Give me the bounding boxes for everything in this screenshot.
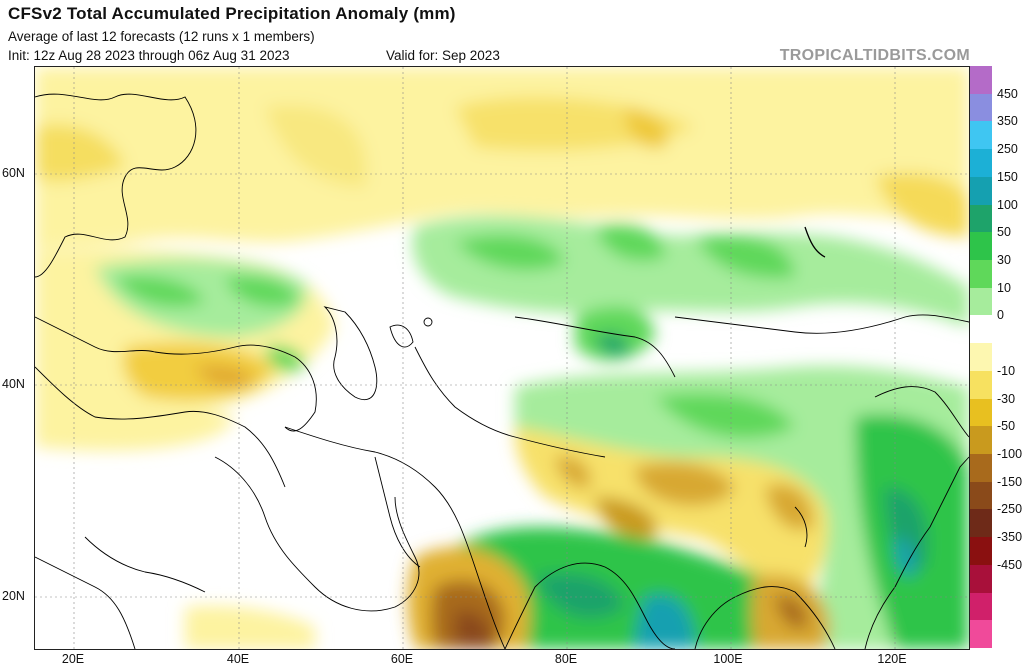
colorbar-label: 150 (997, 169, 1018, 184)
colorbar-label: 0 (997, 308, 1004, 323)
lat-label-60n: 60N (2, 166, 25, 180)
colorbar-label: -30 (997, 391, 1016, 406)
lon-label-20e: 20E (61, 652, 85, 666)
colorbar-segment (970, 66, 992, 95)
colorbar-segment (970, 93, 992, 122)
colorbar-label: -250 (997, 502, 1023, 517)
precipitation-map (34, 66, 970, 650)
colorbar-label: -150 (997, 474, 1023, 489)
init-time: Init: 12z Aug 28 2023 through 06z Aug 31… (8, 48, 290, 63)
lon-label-120e: 120E (877, 652, 907, 666)
colorbar-segment (970, 343, 992, 372)
colorbar-segment (970, 232, 992, 261)
lat-label-40n: 40N (2, 377, 25, 391)
colorbar-label: 10 (997, 280, 1011, 295)
colorbar-label: 450 (997, 86, 1018, 101)
colorbar-segment (970, 315, 992, 344)
colorbar-segment (970, 176, 992, 206)
colorbar-segment (970, 509, 992, 538)
colorbar (970, 66, 992, 649)
colorbar-label: 50 (997, 225, 1011, 240)
lon-label-80e: 80E (554, 652, 578, 666)
map-subtitle: Average of last 12 forecasts (12 runs x … (8, 29, 315, 44)
colorbar-segment (970, 204, 992, 233)
colorbar-label: 100 (997, 197, 1018, 212)
anomaly-fill (35, 67, 969, 649)
colorbar-label: -10 (997, 363, 1016, 378)
lon-label-60e: 60E (390, 652, 414, 666)
colorbar-label: -350 (997, 530, 1023, 545)
colorbar-label: -100 (997, 447, 1023, 461)
coastlines (35, 93, 969, 649)
colorbar-segment (970, 426, 992, 455)
lon-label-40e: 40E (226, 652, 250, 666)
valid-time: Valid for: Sep 2023 (386, 48, 500, 63)
colorbar-segment (970, 370, 992, 400)
brand-watermark: TROPICALTIDBITS.COM (779, 47, 970, 64)
colorbar-segment (970, 481, 992, 510)
colorbar-segment (970, 287, 992, 316)
colorbar-segment (970, 454, 992, 483)
colorbar-segment (970, 398, 992, 427)
lat-label-20n: 20N (2, 589, 25, 603)
colorbar-label: -50 (997, 419, 1016, 434)
map-title: CFSv2 Total Accumulated Precipitation An… (8, 4, 456, 23)
lon-label-100e: 100E (713, 652, 743, 666)
graticule (35, 67, 969, 649)
colorbar-segment (970, 592, 992, 621)
map-canvas (35, 67, 969, 649)
colorbar-segment (970, 260, 992, 289)
colorbar-label: 350 (997, 114, 1018, 129)
colorbar-label: 30 (997, 253, 1011, 267)
colorbar-segment (970, 620, 992, 649)
colorbar-segment (970, 564, 992, 594)
colorbar-label: 250 (997, 142, 1018, 157)
colorbar-label: -450 (997, 557, 1023, 572)
colorbar-segment (970, 537, 992, 566)
colorbar-segment (970, 121, 992, 150)
colorbar-segment (970, 149, 992, 178)
